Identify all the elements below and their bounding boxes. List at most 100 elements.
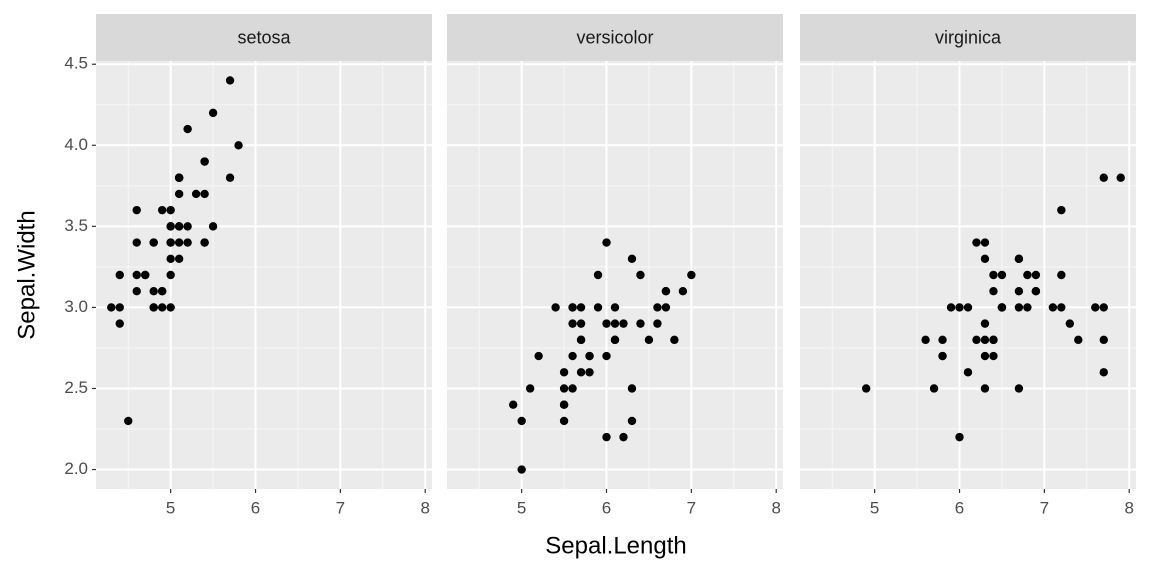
point [661, 303, 671, 312]
point [644, 335, 654, 345]
point [636, 319, 645, 328]
point [585, 368, 594, 377]
point [200, 189, 209, 199]
point [174, 254, 184, 263]
point [559, 368, 569, 377]
point [619, 319, 628, 328]
point [568, 351, 577, 361]
strip-background [800, 14, 1136, 61]
x-tick-label: 7 [687, 498, 696, 517]
point [636, 270, 645, 280]
panel-background [800, 61, 1136, 489]
point [980, 238, 990, 247]
point [1116, 173, 1125, 182]
point [234, 141, 243, 150]
point [132, 205, 141, 215]
point [989, 287, 998, 296]
y-tick-label: 2.5 [64, 378, 88, 397]
point [568, 303, 577, 312]
point [602, 351, 611, 361]
point [1074, 335, 1083, 345]
point [963, 368, 973, 377]
point [997, 303, 1007, 312]
point [183, 222, 192, 231]
point [208, 108, 218, 118]
point [115, 319, 124, 328]
point [208, 222, 218, 231]
point [559, 384, 569, 393]
point [972, 238, 981, 247]
point [1031, 270, 1041, 280]
point [174, 173, 184, 182]
point [191, 189, 201, 199]
point [1023, 303, 1032, 312]
point [972, 335, 981, 345]
point [551, 303, 560, 312]
point [989, 270, 998, 280]
point [1065, 319, 1075, 328]
point [559, 416, 569, 426]
y-axis-title: Sepal.Width [13, 210, 40, 339]
point [1048, 303, 1058, 312]
point [132, 287, 141, 296]
x-tick-label: 8 [1124, 498, 1133, 517]
point [1014, 287, 1024, 296]
point [955, 303, 964, 312]
point [653, 319, 662, 328]
strip-background [447, 14, 783, 61]
point [585, 351, 594, 361]
point [1099, 368, 1108, 377]
point [132, 238, 141, 247]
point [938, 335, 947, 345]
strip-label: setosa [237, 27, 291, 47]
y-tick-label: 4.5 [64, 54, 88, 73]
point [149, 238, 158, 247]
point [627, 254, 637, 263]
x-tick-label: 8 [771, 498, 780, 517]
point [576, 368, 586, 377]
point [980, 319, 990, 328]
point [980, 254, 990, 263]
point [602, 432, 611, 442]
y-tick-label: 3.5 [64, 216, 88, 235]
point [174, 189, 184, 199]
point [997, 270, 1007, 280]
point [517, 465, 526, 474]
point [955, 432, 964, 442]
point [861, 384, 871, 393]
point [593, 303, 603, 312]
point [1099, 173, 1108, 182]
x-tick-label: 6 [955, 498, 964, 517]
point [149, 287, 158, 296]
panel-background [447, 61, 783, 489]
point [1099, 335, 1108, 345]
point [1091, 303, 1100, 312]
point [200, 157, 209, 166]
y-tick-label: 3.0 [64, 297, 88, 316]
point [1023, 270, 1032, 280]
point [107, 303, 116, 312]
point [938, 351, 947, 361]
point [157, 205, 167, 215]
point [989, 335, 998, 345]
point [1057, 205, 1066, 215]
point [1099, 303, 1108, 312]
point [1057, 270, 1066, 280]
x-tick-label: 7 [1040, 498, 1049, 517]
point [610, 335, 620, 345]
point [149, 303, 158, 312]
point [200, 238, 209, 247]
point [174, 222, 184, 231]
point [183, 124, 192, 134]
panel-background [96, 61, 432, 489]
point [963, 303, 973, 312]
point [517, 416, 526, 426]
strip-label: versicolor [576, 27, 653, 47]
point [534, 351, 543, 361]
y-tick-label: 2.0 [64, 459, 88, 478]
point [141, 270, 150, 280]
x-tick-label: 8 [420, 498, 429, 517]
x-axis-title: Sepal.Length [545, 532, 686, 559]
point [225, 76, 235, 85]
